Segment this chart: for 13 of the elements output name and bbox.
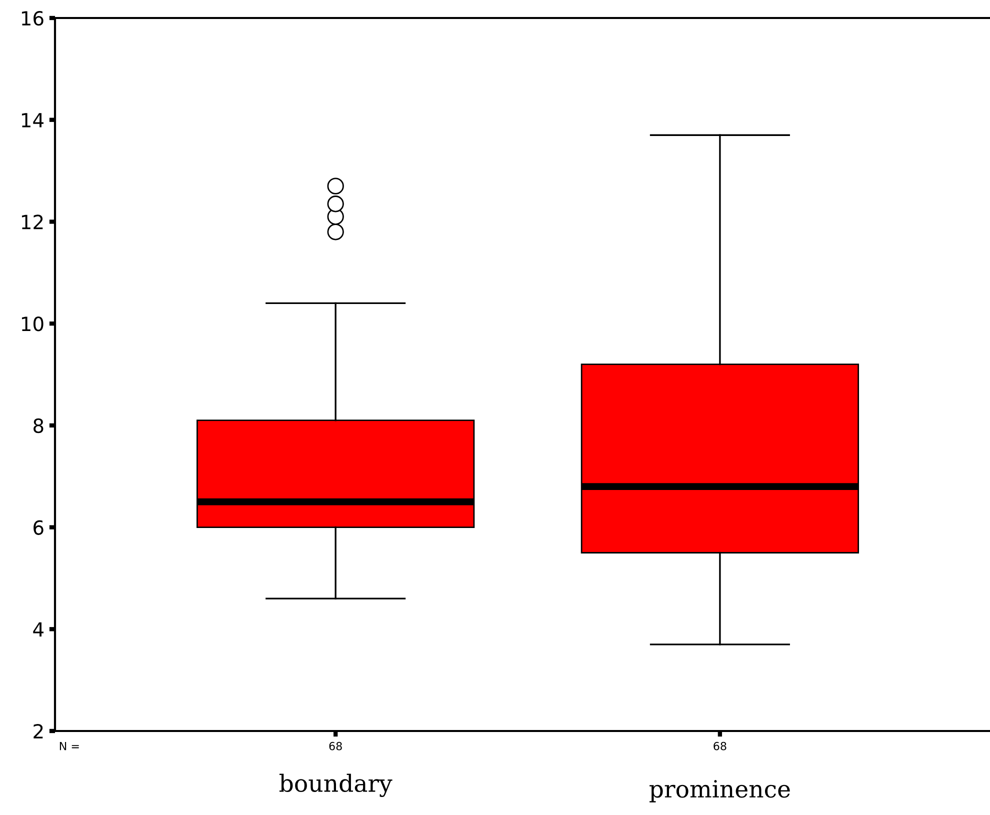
text: 68 bbox=[714, 742, 726, 750]
x-tick-label: boundary bbox=[279, 774, 392, 797]
y-tick-label: 12 bbox=[22, 214, 43, 230]
y-tick-label: 6 bbox=[34, 520, 44, 535]
x-tick-label: prominence bbox=[650, 780, 790, 802]
y-tick-label: 8 bbox=[34, 418, 44, 434]
y-tick-label: 4 bbox=[33, 622, 44, 637]
y-tick-label: 16 bbox=[22, 10, 44, 26]
y-tick-label: 10 bbox=[22, 316, 44, 332]
text: 68 bbox=[329, 742, 342, 750]
text: N = bbox=[60, 742, 79, 750]
y-tick-label: 14 bbox=[22, 113, 44, 128]
y-tick-label: 2 bbox=[34, 724, 43, 738]
